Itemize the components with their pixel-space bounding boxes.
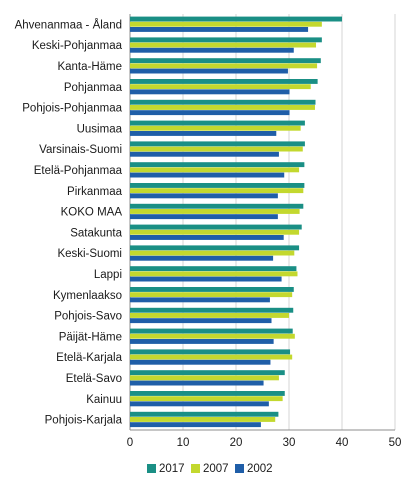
bar-2017-3: [130, 79, 318, 84]
category-label: Keski-Suomi: [57, 248, 122, 260]
category-label: Keski-Pohjanmaa: [32, 40, 123, 52]
category-label: Pohjois-Karjala: [45, 415, 123, 427]
bar-2007-6: [130, 146, 303, 152]
bar-2017-6: [130, 141, 305, 147]
bar-2002-9: [130, 214, 278, 220]
bar-2017-8: [130, 183, 305, 188]
bar-2007-5: [130, 125, 301, 131]
bar-2007-18: [130, 396, 283, 402]
bar-2002-14: [130, 318, 272, 324]
legend-label-2017: 2017: [159, 463, 185, 475]
bar-2002-2: [130, 68, 288, 74]
bar-2017-17: [130, 370, 285, 376]
bar-2002-8: [130, 193, 278, 199]
bar-2002-1: [130, 47, 294, 53]
bar-2002-12: [130, 276, 282, 282]
legend-label-2007: 2007: [203, 463, 229, 475]
bar-2017-16: [130, 349, 291, 355]
bar-2002-6: [130, 151, 279, 157]
category-label: Päijät-Häme: [59, 331, 122, 343]
category-labels: Ahvenanmaa - Åland Keski-Pohjanmaa Kanta-H…: [15, 18, 123, 426]
bar-2007-9: [130, 209, 300, 214]
bar-2017-15: [130, 328, 293, 334]
bar-2007-1: [130, 42, 317, 48]
bar-2002-10: [130, 235, 284, 240]
bar-2002-5: [130, 131, 277, 136]
category-label: Lappi: [94, 269, 122, 281]
category-label: Ahvenanmaa - Åland: [15, 18, 122, 31]
bar-2017-1: [130, 37, 322, 43]
bar-2007-0: [130, 21, 322, 27]
bar-2002-0: [130, 27, 309, 32]
category-label: Etelä-Savo: [66, 373, 122, 385]
bar-2002-17: [130, 380, 264, 386]
bar-2017-13: [130, 287, 294, 292]
bar-2007-15: [130, 333, 295, 339]
bar-2002-13: [130, 297, 270, 303]
gridlines: [129, 14, 396, 431]
category-label: Pohjois-Savo: [54, 311, 122, 323]
legend-swatch-2007: [191, 464, 200, 473]
bar-2007-7: [130, 167, 300, 173]
category-label: Kanta-Häme: [57, 61, 122, 73]
bars: [130, 16, 342, 428]
category-label: Kainuu: [86, 394, 122, 406]
bar-2002-15: [130, 339, 274, 344]
category-label: Pirkanmaa: [67, 186, 123, 198]
bar-2017-14: [130, 307, 294, 313]
bar-2002-19: [130, 422, 261, 428]
bar-2002-7: [130, 172, 285, 178]
legend-swatch-2002: [235, 464, 244, 473]
x-tick-label: 10: [177, 437, 190, 449]
category-label: Kymenlaakso: [53, 290, 122, 302]
bar-2007-2: [130, 63, 318, 69]
bar-2007-11: [130, 250, 295, 256]
bar-2017-5: [130, 120, 305, 126]
bar-2017-0: [130, 16, 342, 22]
legend: 2017 2007 2002: [147, 463, 273, 475]
category-label: Etelä-Karjala: [56, 352, 122, 364]
bar-2007-17: [130, 375, 279, 381]
bar-2017-12: [130, 266, 297, 272]
category-label: Satakunta: [70, 227, 122, 239]
bar-2002-3: [130, 89, 290, 95]
bar-2002-18: [130, 401, 269, 407]
x-tick-label: 40: [336, 437, 349, 449]
bar-2007-12: [130, 271, 298, 277]
x-tick-label: 30: [283, 437, 296, 449]
category-label: Pohjois-Pohjanmaa: [22, 103, 122, 115]
legend-swatch-2017: [147, 464, 156, 473]
bar-2017-10: [130, 224, 302, 230]
bar-2002-4: [130, 110, 290, 116]
bar-2007-16: [130, 354, 293, 360]
bar-2007-10: [130, 229, 300, 235]
bar-2002-11: [130, 255, 274, 261]
bar-2017-18: [130, 391, 285, 396]
bar-2017-2: [130, 58, 321, 64]
legend-label-2002: 2002: [247, 463, 273, 475]
x-tick-labels: 0 10 20 30 40 50: [127, 437, 402, 449]
category-label: Etelä-Pohjanmaa: [34, 165, 123, 177]
bar-2007-4: [130, 105, 315, 110]
bar-2002-16: [130, 359, 271, 365]
bar-2017-9: [130, 203, 304, 209]
bar-2007-13: [130, 292, 293, 298]
bar-2017-19: [130, 411, 279, 417]
bar-2017-11: [130, 245, 300, 251]
category-label: Varsinais-Suomi: [39, 144, 122, 156]
bar-2017-4: [130, 99, 316, 105]
bar-2007-14: [130, 313, 289, 318]
x-tick-label: 20: [230, 437, 243, 449]
bar-2017-7: [130, 162, 305, 168]
bar-2007-8: [130, 188, 304, 194]
x-tick-label: 50: [389, 437, 402, 449]
category-label: Uusimaa: [77, 123, 123, 135]
category-label: Pohjanmaa: [64, 82, 123, 94]
bar-2007-19: [130, 417, 276, 422]
category-label: KOKO MAA: [61, 207, 123, 219]
bar-2007-3: [130, 84, 311, 90]
x-tick-label: 0: [127, 437, 133, 449]
